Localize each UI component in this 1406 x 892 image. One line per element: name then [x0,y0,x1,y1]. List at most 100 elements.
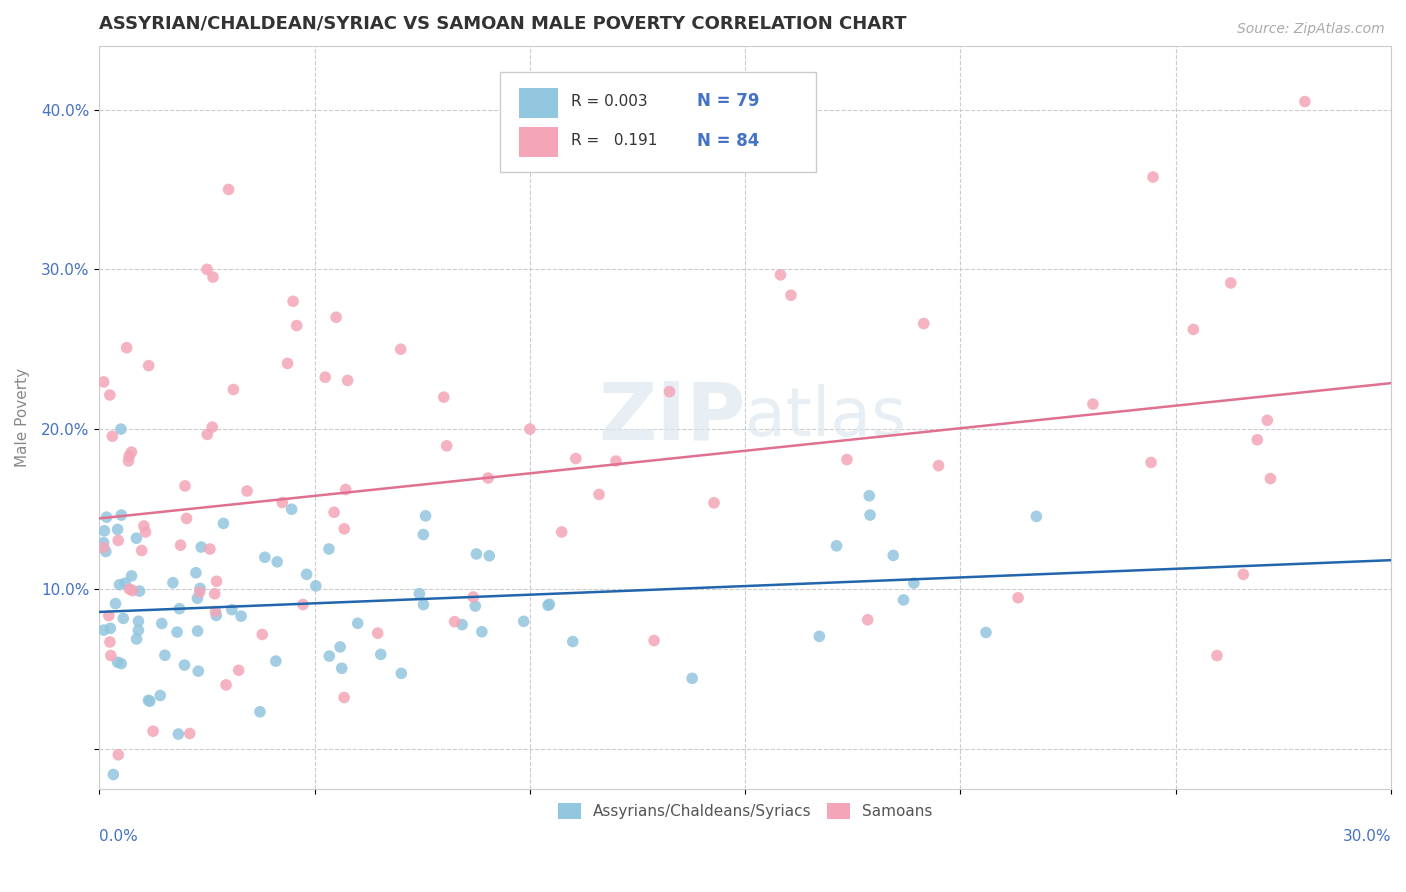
Point [415,508,437,523]
Point [974,625,997,640]
Point [188,585,211,599]
Point [93,375,115,389]
Point [201,270,224,285]
Point [132,519,155,533]
Point [107,523,129,537]
Point [176,511,198,525]
Point [1232,567,1254,582]
Point [184,566,207,580]
Point [389,342,412,356]
Point [1246,433,1268,447]
Point [318,541,340,556]
Point [295,567,318,582]
Point [166,625,188,640]
Point [808,629,831,643]
Point [169,601,191,615]
Point [118,582,141,596]
Point [187,624,209,638]
Point [928,458,950,473]
Point [858,489,880,503]
Point [477,471,499,485]
Point [110,508,132,522]
Point [333,522,356,536]
Point [169,538,191,552]
Point [253,550,276,565]
Text: Source: ZipAtlas.com: Source: ZipAtlas.com [1237,22,1385,37]
Text: ASSYRIAN/CHALDEAN/SYRIAC VS SAMOAN MALE POVERTY CORRELATION CHART: ASSYRIAN/CHALDEAN/SYRIAC VS SAMOAN MALE … [100,15,907,33]
Point [198,541,221,556]
Point [252,627,274,641]
Point [443,615,465,629]
Point [903,576,925,591]
Point [681,671,703,685]
Point [412,527,434,541]
Text: atlas: atlas [745,384,905,450]
Text: N = 79: N = 79 [697,93,759,111]
Point [1260,472,1282,486]
Text: ZIP: ZIP [598,378,745,456]
Point [1219,276,1241,290]
Point [98,635,121,649]
Text: 30.0%: 30.0% [1343,830,1391,845]
Point [100,648,122,663]
Point [195,427,218,442]
Point [1142,169,1164,184]
Point [118,449,141,463]
Point [264,654,287,668]
Point [121,569,143,583]
Point [330,661,353,675]
Point [464,599,486,613]
Point [139,694,162,708]
Point [1256,413,1278,427]
FancyBboxPatch shape [519,88,558,118]
Text: R = 0.003: R = 0.003 [571,94,647,109]
Point [1206,648,1229,663]
Point [103,767,125,781]
Point [204,605,226,619]
Point [222,383,245,397]
Point [335,483,357,497]
Point [110,657,132,671]
Point [179,726,201,740]
Point [138,359,160,373]
Point [658,384,681,399]
Point [769,268,792,282]
Point [120,445,142,459]
Point [150,616,173,631]
Point [408,586,430,600]
Point [370,648,392,662]
Point [187,664,209,678]
Point [96,510,118,524]
Point [212,516,235,531]
Text: 0.0%: 0.0% [100,830,138,845]
Point [325,310,347,325]
Point [131,543,153,558]
Point [98,388,121,402]
Point [215,678,238,692]
Point [228,663,250,677]
Point [204,587,226,601]
Point [465,547,488,561]
Point [478,549,501,563]
Point [471,624,494,639]
Point [125,632,148,646]
Point [314,370,336,384]
Point [1140,455,1163,469]
Point [108,578,131,592]
Point [127,614,149,628]
Point [153,648,176,663]
Point [101,429,124,443]
Point [107,747,129,762]
Point [336,373,359,387]
Point [112,611,135,625]
Point [561,634,583,648]
Point [115,341,138,355]
Point [93,524,115,538]
Point [893,593,915,607]
Point [367,626,389,640]
Point [277,356,299,370]
Legend: Assyrians/Chaldeans/Syriacs, Samoans: Assyrians/Chaldeans/Syriacs, Samoans [551,797,939,825]
Point [188,582,211,596]
Point [128,584,150,599]
Point [195,262,218,277]
